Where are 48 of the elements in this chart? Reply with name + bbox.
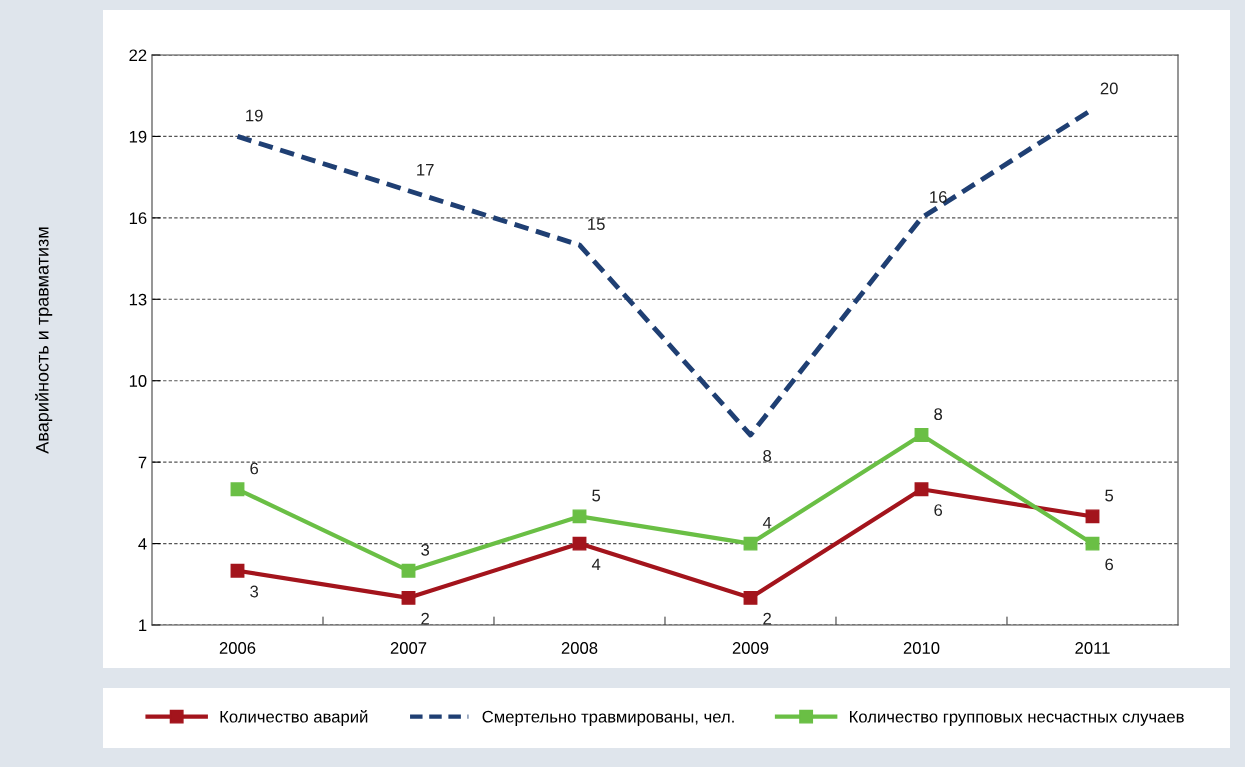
y-tick-label: 16: [129, 212, 147, 225]
data-label: 8: [763, 449, 772, 462]
point: [743, 536, 758, 551]
data-label: 2: [763, 612, 771, 625]
y-tick-label: 4: [138, 538, 147, 550]
y-tick-label: 10: [129, 375, 147, 387]
data-label: 15: [588, 218, 605, 231]
x-tick-label: 2007: [390, 642, 427, 654]
y-tick-label: 13: [129, 293, 147, 306]
data-label: 20: [1100, 82, 1118, 95]
x-tick-label: 2009: [732, 642, 769, 654]
data-label: 6: [250, 462, 259, 475]
annotation: 6: [1105, 558, 1114, 571]
data-label: 4: [591, 558, 601, 571]
data-label: 17: [417, 164, 434, 176]
point: [401, 563, 416, 578]
point: [401, 590, 416, 605]
point: [1085, 536, 1100, 551]
data-label: 5: [1105, 489, 1114, 502]
point: [572, 509, 587, 524]
x-tick-label: 2008: [561, 642, 598, 654]
point: [914, 428, 929, 442]
data-label: 8: [934, 408, 943, 421]
point: [914, 482, 929, 497]
y-tick-label: 19: [129, 130, 147, 143]
x-tick-label: 2011: [1075, 642, 1110, 654]
x-tick-label: 2006: [219, 642, 256, 654]
point: [230, 563, 245, 578]
legend-label: Смертельно травмированы, чел.: [482, 710, 734, 726]
data-label: 19: [246, 109, 263, 122]
x-tick-label: 2010: [903, 642, 940, 654]
point: [1085, 509, 1100, 524]
y-tick-label: 1: [139, 619, 147, 632]
y-tick-label: 7: [138, 456, 147, 469]
data-label: 3: [421, 543, 430, 556]
data-label: 2: [421, 612, 429, 625]
y-axis-title: Аварийность и травматизм: [35, 227, 53, 454]
data-label: 3: [250, 585, 259, 598]
point: [572, 536, 587, 551]
point: [743, 590, 758, 605]
legend-label: Количество аварий: [220, 710, 368, 726]
point: [230, 482, 245, 497]
legend-label: Количество групповых несчастных случаев: [849, 710, 1184, 726]
data-label: 6: [934, 504, 943, 516]
data-label: 5: [592, 489, 601, 502]
data-label: 16: [930, 191, 947, 203]
data-label: 4: [762, 516, 772, 529]
y-tick-label: 22: [129, 49, 147, 62]
